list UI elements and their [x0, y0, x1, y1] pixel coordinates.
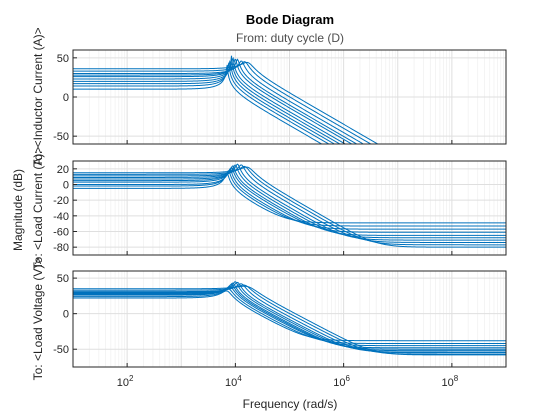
magnitude-curve	[73, 169, 506, 227]
magnitude-curve	[73, 166, 506, 233]
magnitude-curve	[73, 164, 506, 239]
magnitude-curve	[73, 61, 379, 144]
x-tick-label: 108	[442, 374, 459, 389]
magnitude-curve	[73, 165, 506, 236]
chart-subtitle: From: duty cycle (D)	[236, 31, 344, 45]
series-group	[73, 163, 506, 248]
x-tick-label: 104	[225, 374, 242, 389]
magnitude-curve	[73, 64, 323, 144]
y-tick-label: -80	[53, 242, 69, 254]
magnitude-curve	[73, 281, 506, 352]
panel-ylabel: To: <Load Voltage (V)>	[31, 258, 45, 381]
axes-panel-inductor-current: -50 0 50 To: <Inductor Current (A)>	[31, 27, 507, 167]
series-group	[73, 281, 506, 356]
axes-box	[72, 160, 507, 256]
y-tick-label: 0	[63, 92, 69, 104]
magnitude-curve	[73, 283, 506, 349]
magnitude-curve	[73, 284, 506, 355]
series-group	[73, 55, 379, 144]
magnitude-curve	[73, 60, 336, 144]
y-tick-label: 0	[63, 309, 69, 321]
magnitude-curve	[73, 285, 506, 356]
magnitude-curve	[73, 286, 506, 347]
axes-box	[72, 270, 507, 368]
magnitude-curve	[73, 164, 506, 243]
magnitude-curve	[73, 165, 506, 246]
y-tick-label: -40	[53, 211, 69, 223]
x-tick-label: 106	[333, 374, 350, 389]
magnitude-curve	[73, 58, 353, 144]
y-tick-label: -20	[53, 195, 69, 207]
y-tick-label: -50	[53, 131, 69, 143]
x-tick-label: 102	[117, 374, 134, 389]
magnitude-curve	[73, 163, 506, 241]
chart-title: Bode Diagram	[246, 12, 334, 27]
magnitude-curve	[73, 166, 506, 248]
magnitude-curve	[73, 62, 330, 144]
magnitude-curve	[73, 60, 365, 144]
y-tick-label: 50	[57, 273, 69, 285]
panel-ylabel: To: <Inductor Current (A)>	[31, 27, 45, 166]
y-tick-label: 20	[57, 164, 69, 176]
y-tick-label: -60	[53, 227, 69, 239]
magnitude-curve	[73, 281, 506, 353]
magnitude-curve	[73, 290, 506, 342]
y-tick-label: -50	[53, 344, 69, 356]
magnitude-curve	[73, 61, 372, 144]
magnitude-curve	[73, 288, 506, 345]
magnitude-curve	[73, 58, 358, 144]
x-axis-label: Frequency (rad/s)	[243, 397, 338, 411]
panel-ylabel: To: <Load Current (A)>	[31, 147, 45, 270]
y-tick-label: 50	[57, 53, 69, 65]
magnitude-curve	[73, 282, 506, 350]
magnitude-curve	[73, 283, 506, 354]
magnitude-curve	[73, 168, 506, 230]
axes-panel-load-current: -80 -60 -40 -20 0 20 To: <Load Current (A)>	[31, 147, 507, 270]
axes-panel-load-voltage: -50 0 50 To: <Load Voltage (V)>	[31, 258, 507, 381]
y-axis-label: Magnitude (dB)	[11, 169, 25, 251]
y-tick-label: 0	[63, 180, 69, 192]
magnitude-curve	[73, 56, 347, 144]
magnitude-curve	[73, 55, 341, 144]
